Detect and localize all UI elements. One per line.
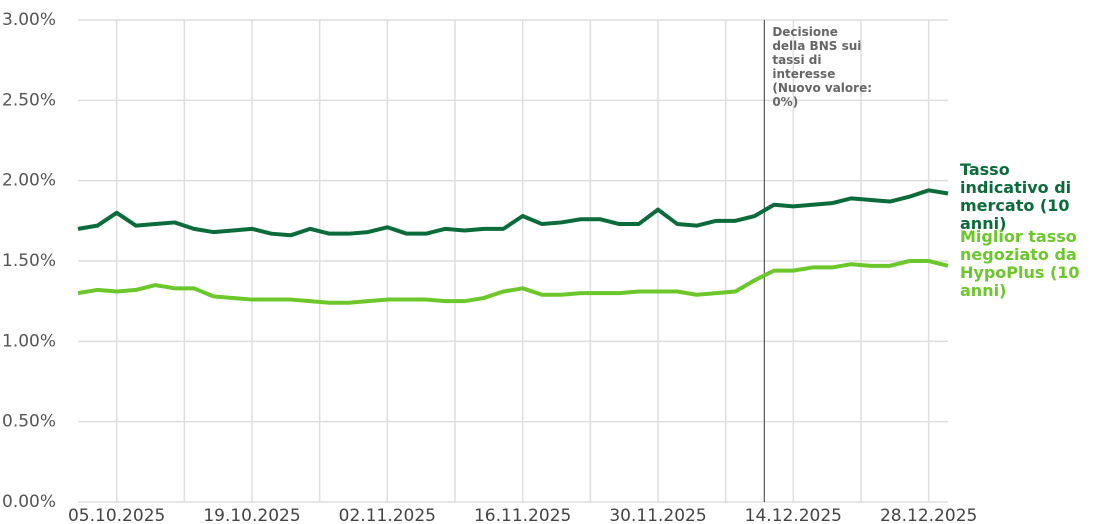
x-tick-label: 16.11.2025 [474,506,571,524]
x-tick-label: 28.12.2025 [880,506,977,524]
annotation-text: Decisione della BNS sui tassi di interes… [772,25,873,109]
y-tick-label: 1.00% [2,331,56,351]
x-tick-label: 30.11.2025 [609,506,706,524]
y-tick-label: 0.50% [2,412,56,432]
series-label: Miglior tasso negoziato da HypoPlus (10 … [960,226,1080,300]
y-tick-label: 2.00% [2,171,56,191]
y-tick-label: 0.00% [2,492,56,512]
y-tick-label: 2.50% [2,90,56,110]
x-tick-label: 05.10.2025 [68,506,165,524]
x-tick-label: 19.10.2025 [203,506,300,524]
series-line [77,259,949,305]
series-line [77,188,949,238]
y-tick-label: 1.50% [2,251,56,271]
series-label: Tasso indicativo di mercato (10 anni) [960,159,1072,233]
x-tick-label: 14.12.2025 [745,506,842,524]
x-tick-label: 02.11.2025 [339,506,436,524]
y-tick-label: 3.00% [2,10,56,30]
